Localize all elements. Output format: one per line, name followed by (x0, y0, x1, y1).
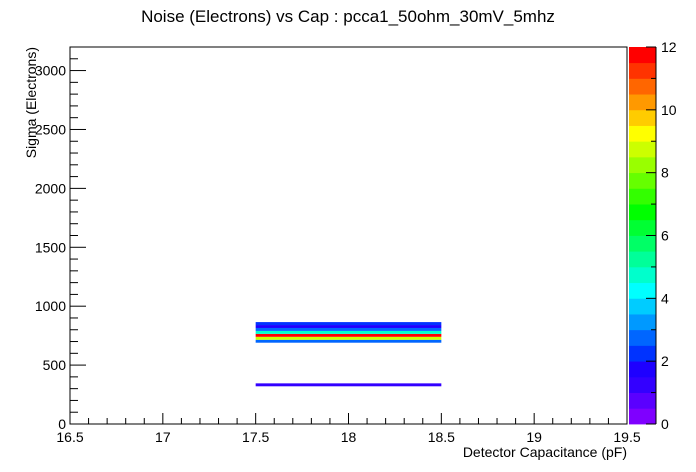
color-scale-segment (629, 172, 656, 189)
color-scale-label: 12 (661, 39, 677, 55)
y-axis: 0 500 1000 1500 2000 2500 3000 (35, 46, 86, 432)
color-scale-segment (629, 94, 656, 111)
color-scale-segment (629, 78, 656, 95)
y-axis-title: Sigma (Electrons) (23, 47, 39, 158)
color-scale-label: 6 (661, 228, 669, 244)
color-scale-segment (629, 298, 656, 315)
color-scale-segment (629, 188, 656, 205)
x-axis: 16.5 17 17.5 18 18.5 19 19.5 (56, 413, 641, 445)
color-scale-label: 0 (661, 416, 669, 432)
heatmap-cell (255, 322, 442, 326)
color-scale-segment (629, 109, 656, 126)
color-scale-segment (629, 345, 656, 362)
color-scale-label: 4 (661, 290, 669, 306)
x-tick-label: 18.5 (428, 429, 455, 445)
heatmap-cell (255, 336, 442, 340)
heatmap-cell (255, 383, 442, 387)
y-tick-label: 2500 (35, 121, 66, 137)
y-tick-label: 500 (43, 357, 67, 373)
y-tick-label: 1500 (35, 239, 66, 255)
color-scale-segment (629, 266, 656, 284)
color-scale-segment (629, 329, 656, 346)
color-scale-segment (629, 156, 656, 174)
color-scale-segment (629, 62, 656, 79)
heatmap-cell (255, 330, 442, 334)
y-tick-label: 2000 (35, 180, 66, 196)
x-tick-label: 19 (526, 429, 542, 445)
color-scale-segment (629, 361, 656, 378)
heatmap-cells (255, 322, 442, 387)
heatmap-cell (255, 325, 442, 328)
color-scale-segment (629, 408, 656, 425)
color-scale-segment (629, 141, 656, 158)
x-tick-label: 17.5 (242, 429, 269, 445)
color-scale-segment (629, 282, 656, 299)
color-scale-segment (629, 314, 656, 331)
color-scale-segment (629, 219, 656, 236)
heatmap-cell (255, 339, 442, 343)
color-scale-label: 2 (661, 353, 669, 369)
color-scale-segment (629, 204, 656, 221)
color-scale-segment (629, 125, 656, 142)
color-scale-segment (629, 251, 656, 268)
chart-title: Noise (Electrons) vs Cap : pcca1_50ohm_3… (141, 7, 555, 26)
heatmap-cell (255, 327, 442, 331)
color-scale-segment (629, 392, 656, 409)
color-scale-segment (629, 235, 656, 252)
color-scale-label: 8 (661, 165, 669, 181)
x-tick-label: 16.5 (56, 429, 83, 445)
y-tick-label: 0 (58, 416, 66, 432)
plot-frame (69, 46, 628, 425)
y-tick-label: 1000 (35, 298, 66, 314)
color-scale-segment (629, 47, 656, 64)
heatmap-cell (255, 333, 442, 337)
color-scale-bar: 0 2 4 6 8 10 12 (629, 39, 677, 432)
x-tick-label: 19.5 (613, 429, 640, 445)
color-scale-segment (629, 376, 656, 393)
color-scale-label: 10 (661, 102, 677, 118)
x-tick-label: 17 (155, 429, 171, 445)
x-tick-label: 18 (341, 429, 357, 445)
x-axis-title: Detector Capacitance (pF) (463, 444, 627, 460)
y-tick-label: 3000 (35, 63, 66, 79)
